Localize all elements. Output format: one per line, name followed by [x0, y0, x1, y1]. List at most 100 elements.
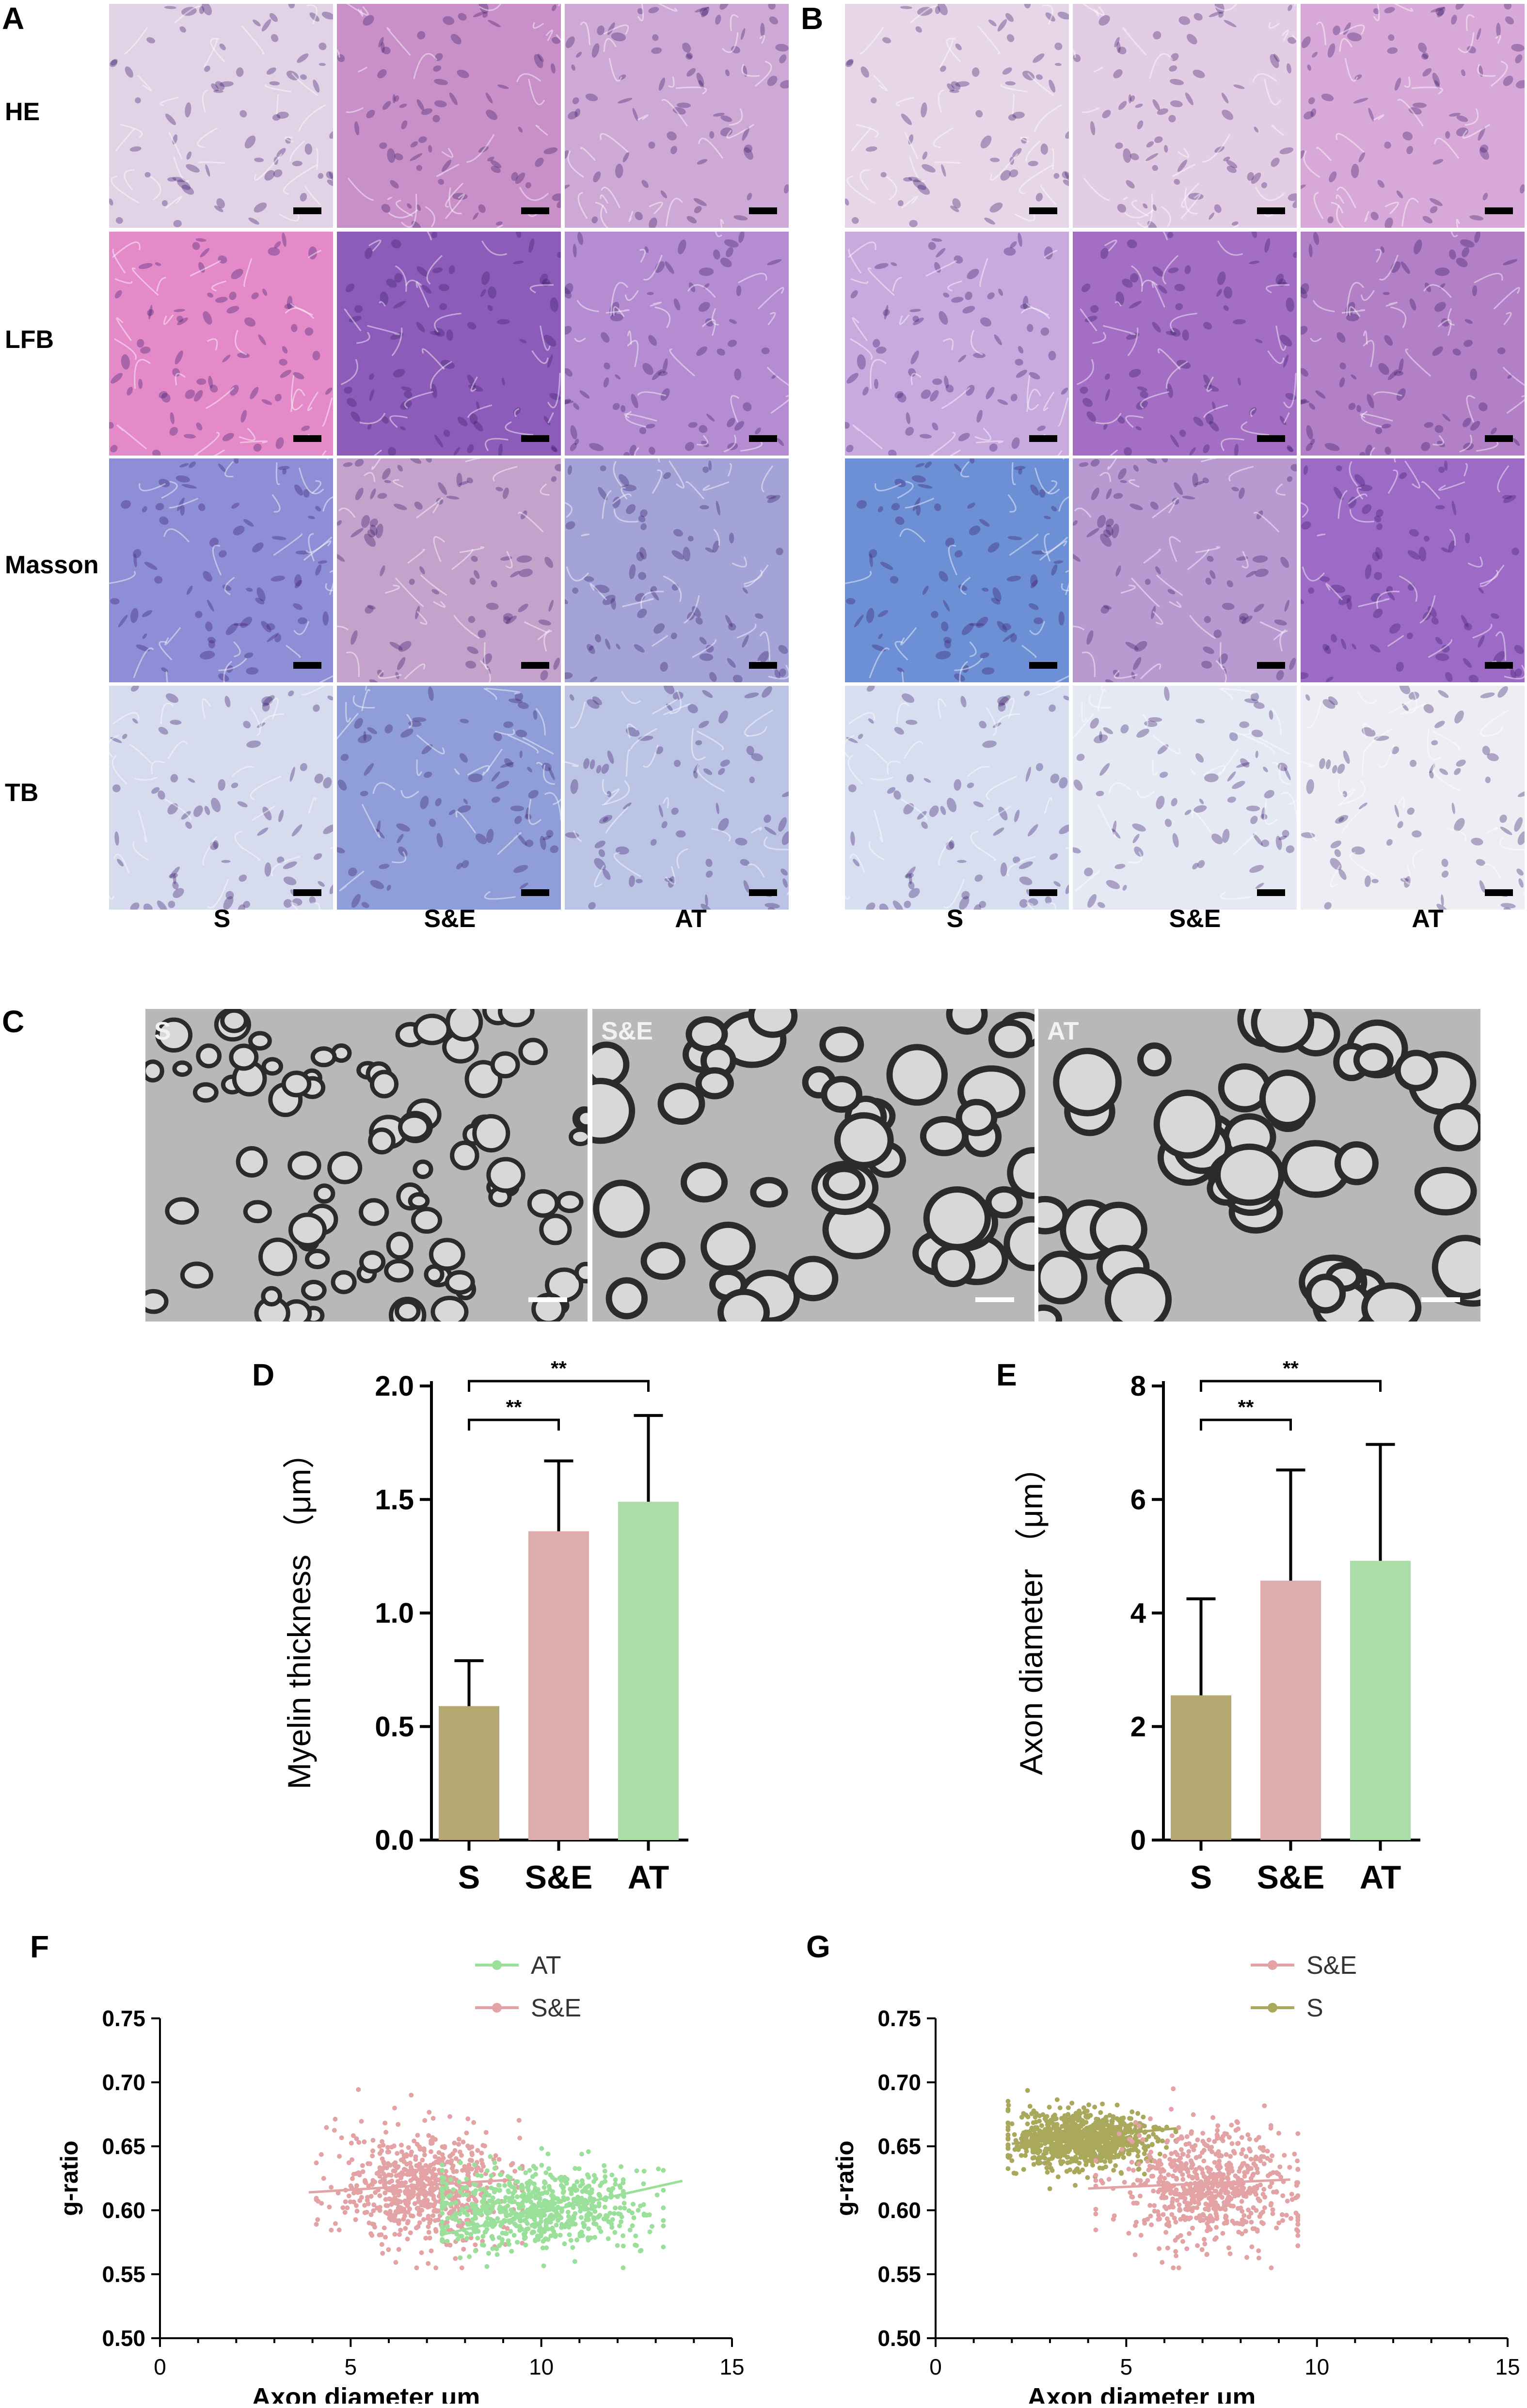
data-point: [1194, 2205, 1200, 2210]
data-point: [1077, 2140, 1082, 2146]
histo-b-tile-he-3: [1301, 4, 1525, 228]
data-point: [1077, 2110, 1082, 2115]
data-point: [1240, 2221, 1245, 2227]
data-point: [379, 2232, 384, 2237]
x-tick-label: S&E: [1257, 1859, 1325, 1896]
data-point: [478, 2173, 484, 2178]
data-point: [1135, 2111, 1141, 2116]
data-point: [402, 2189, 408, 2194]
data-point: [1295, 2158, 1300, 2164]
data-point: [408, 2178, 414, 2183]
y-tick-label: 8: [1130, 1370, 1146, 1402]
data-point: [363, 2180, 368, 2185]
data-point: [570, 2245, 575, 2250]
data-point: [1107, 2141, 1112, 2147]
data-point: [1093, 2172, 1098, 2178]
data-point: [540, 2245, 545, 2251]
data-point: [493, 2187, 499, 2192]
data-point: [537, 2221, 542, 2227]
data-point: [1081, 2105, 1086, 2110]
significance-bracket: [468, 1418, 560, 1431]
data-point: [1178, 2233, 1183, 2238]
data-point: [1169, 2202, 1175, 2207]
data-point: [1169, 2107, 1174, 2112]
data-point: [1111, 2114, 1116, 2119]
data-point: [1019, 2137, 1025, 2142]
data-point: [1166, 2172, 1171, 2177]
data-point: [454, 2232, 460, 2237]
data-point: [641, 2181, 646, 2187]
data-point: [1295, 2194, 1300, 2200]
data-point: [579, 2152, 585, 2157]
data-point: [431, 2166, 437, 2172]
data-point: [1118, 2170, 1124, 2175]
data-point: [494, 2246, 499, 2251]
histo-b-tile-he-2: [1073, 4, 1297, 228]
data-point: [1092, 2105, 1098, 2110]
legend-label: S&E: [1306, 1952, 1357, 1980]
data-point: [414, 2225, 419, 2231]
data-point: [1103, 2164, 1109, 2170]
data-point: [495, 2216, 500, 2221]
data-point: [435, 2160, 441, 2165]
data-point: [472, 2229, 477, 2234]
y-tick-label: 4: [1130, 1598, 1146, 1629]
data-point: [1151, 2188, 1156, 2194]
data-point: [627, 2227, 633, 2233]
data-point: [1089, 2150, 1095, 2155]
histo-b-tile-tb-2: [1073, 686, 1297, 910]
data-point: [1119, 2116, 1124, 2121]
x-tick-label: 10: [529, 2354, 554, 2379]
data-point: [1005, 2107, 1011, 2112]
x-tick-label: 5: [1120, 2354, 1133, 2379]
histo-a-tile-he-1: [109, 4, 333, 228]
data-point: [1049, 2119, 1054, 2125]
data-point: [339, 2135, 344, 2140]
y-tick-label: 0.50: [877, 2326, 921, 2351]
data-point: [1112, 2142, 1117, 2147]
data-point: [1033, 2148, 1038, 2153]
data-point: [1076, 2127, 1081, 2133]
data-point: [1241, 2190, 1246, 2196]
row-label-lfb: LFB: [5, 326, 54, 354]
data-point: [460, 2203, 465, 2208]
data-point: [591, 2173, 597, 2178]
data-point: [1093, 2158, 1098, 2163]
data-point: [1292, 2151, 1297, 2156]
data-point: [1174, 2187, 1179, 2192]
data-point: [465, 2221, 470, 2226]
data-point: [525, 2226, 531, 2232]
data-point: [1160, 2138, 1165, 2143]
data-point: [1160, 2260, 1165, 2265]
data-point: [380, 2251, 385, 2256]
data-point: [564, 2176, 570, 2182]
data-point: [543, 2170, 549, 2175]
data-point: [1248, 2166, 1254, 2171]
legend-label: AT: [531, 1952, 561, 1980]
data-point: [1155, 2209, 1161, 2214]
data-point: [1047, 2186, 1052, 2191]
data-point: [430, 2116, 436, 2121]
data-point: [1211, 2206, 1216, 2211]
data-point: [1093, 2227, 1098, 2233]
histo-b-tile-lfb-2: [1073, 232, 1297, 456]
data-point: [426, 2224, 431, 2229]
data-point: [586, 2226, 591, 2232]
data-point: [1224, 2131, 1229, 2137]
data-point: [401, 2217, 406, 2222]
data-point: [531, 2230, 537, 2235]
data-point: [475, 2235, 480, 2241]
data-point: [391, 2168, 396, 2173]
data-point: [385, 2149, 390, 2155]
data-point: [523, 2170, 528, 2175]
data-point: [605, 2236, 611, 2241]
data-point: [1093, 2211, 1098, 2217]
data-point: [371, 2208, 376, 2213]
data-point: [1057, 2105, 1063, 2110]
data-point: [1215, 2123, 1221, 2128]
data-point: [403, 2180, 408, 2185]
data-point: [447, 2242, 453, 2248]
data-point: [571, 2216, 576, 2221]
data-point: [1007, 2153, 1013, 2158]
data-point: [1108, 2159, 1113, 2164]
